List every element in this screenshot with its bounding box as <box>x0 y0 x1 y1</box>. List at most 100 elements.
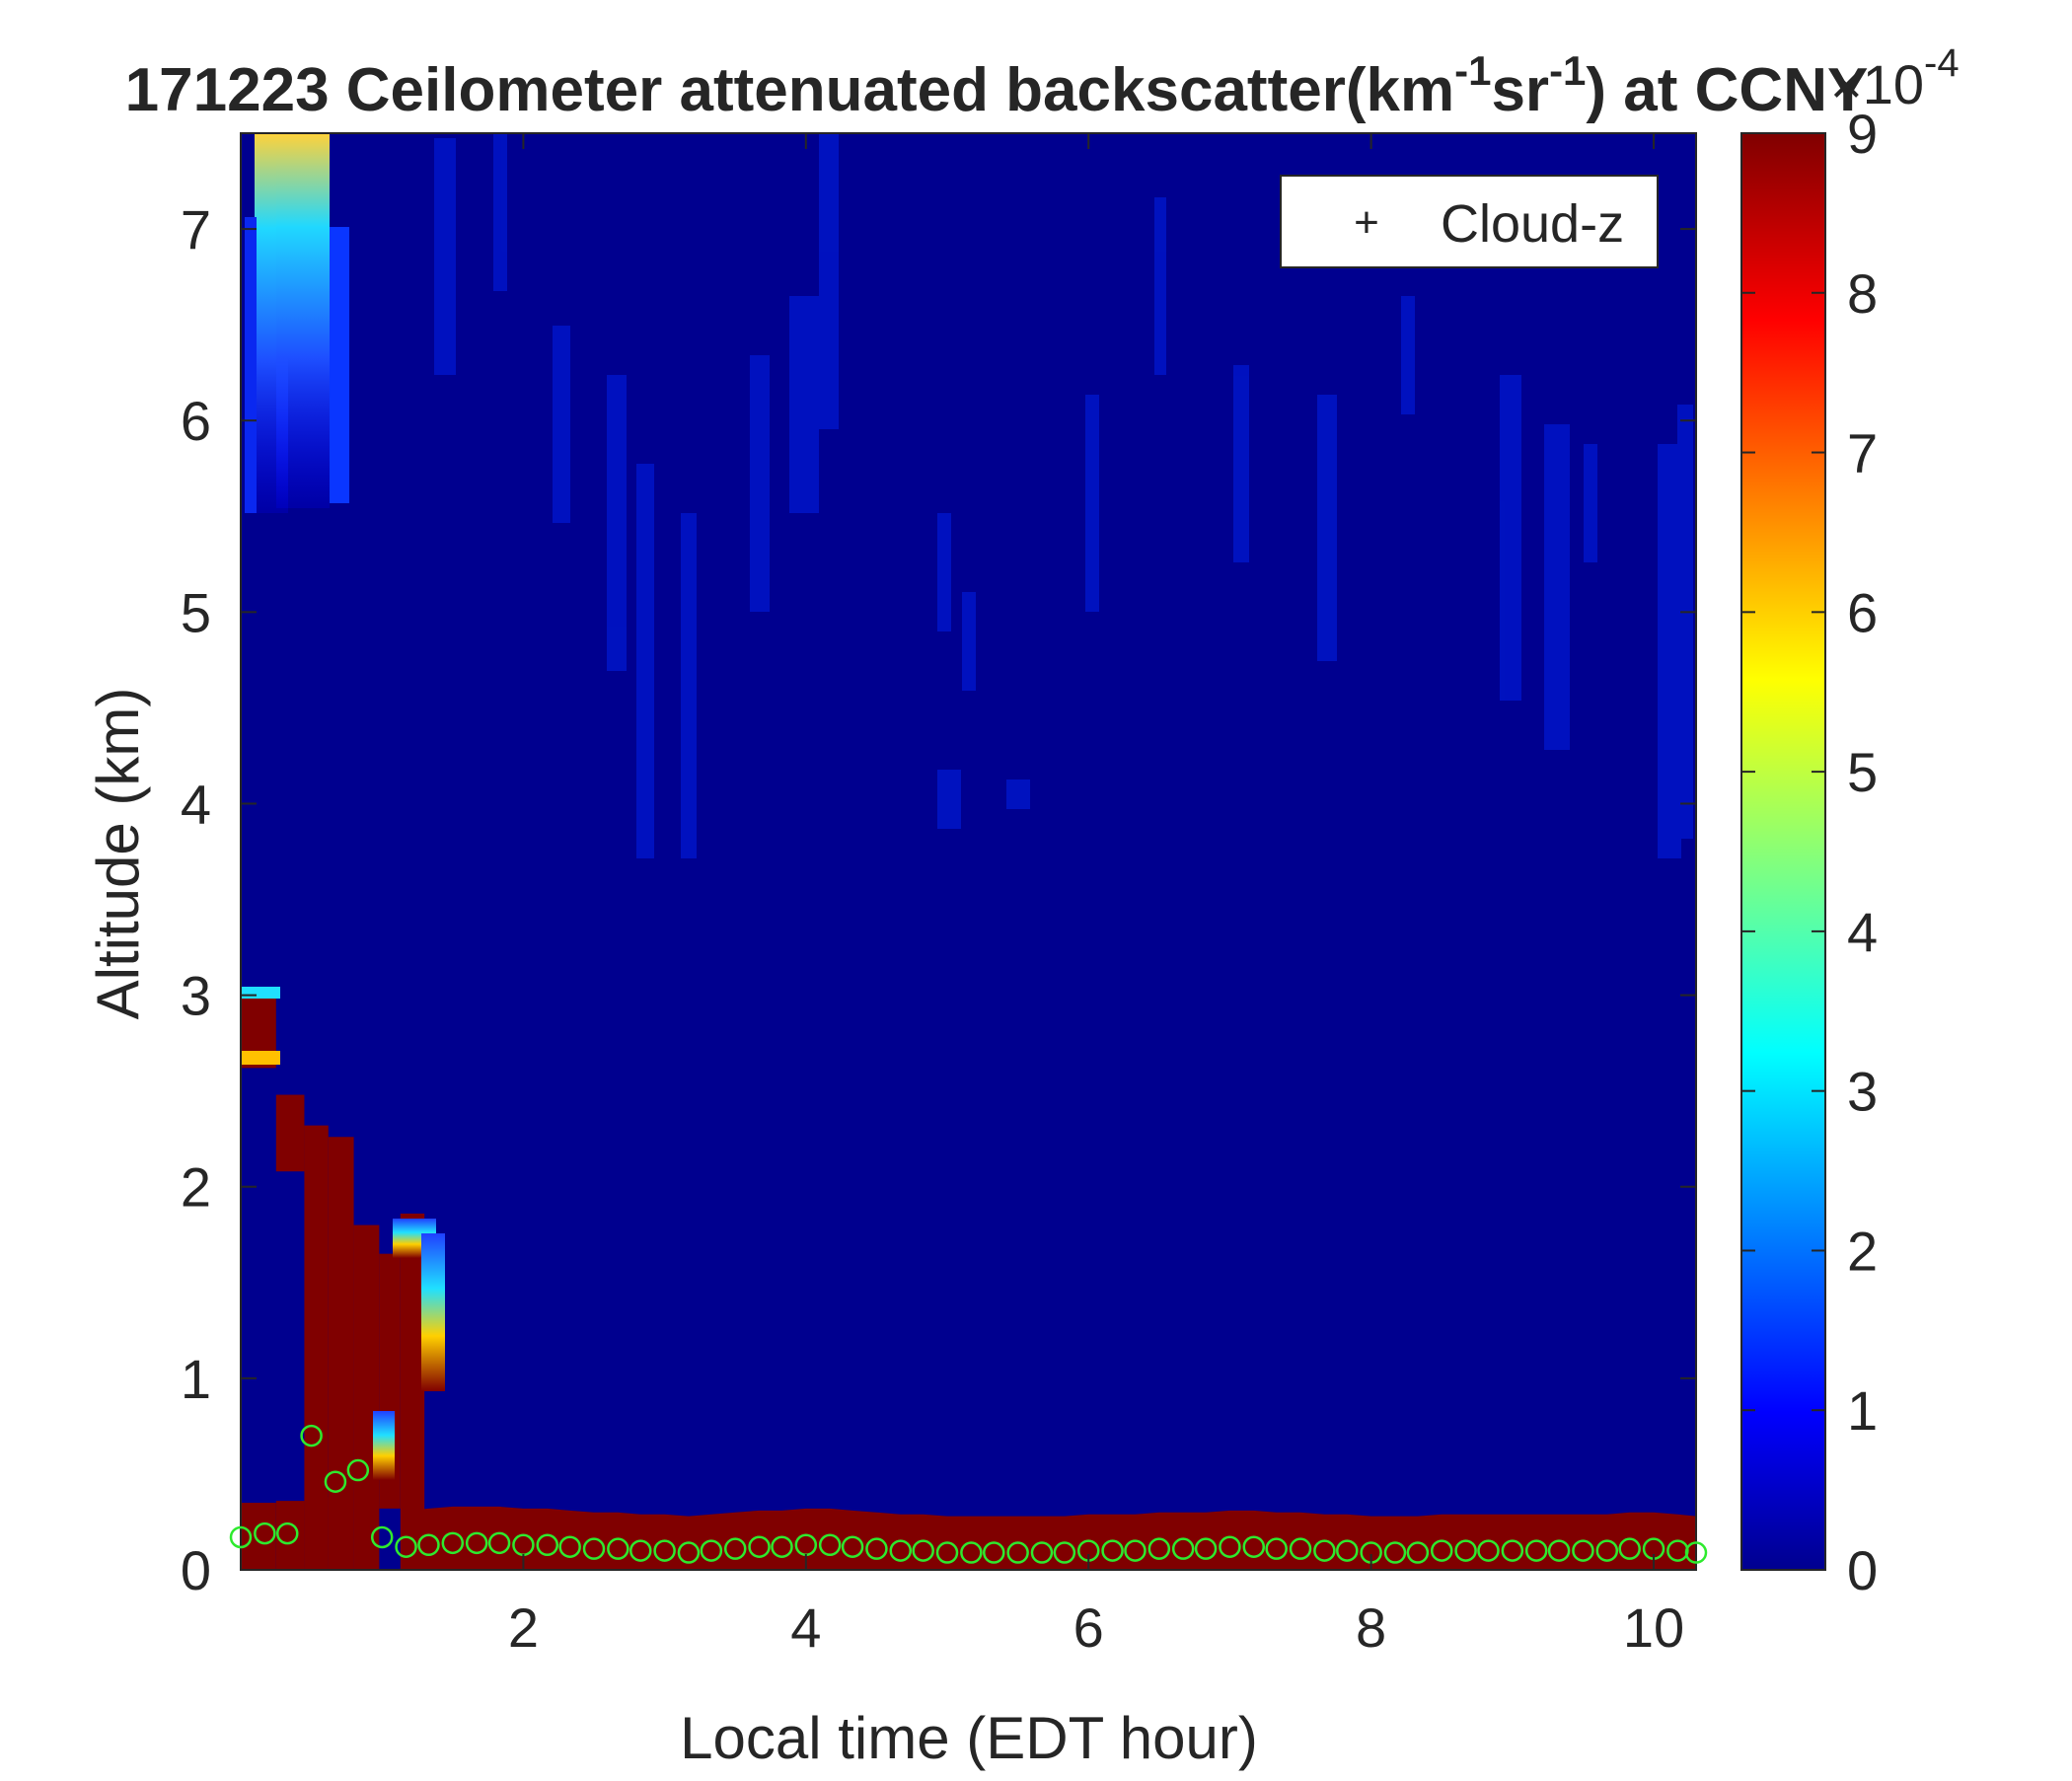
title-sup-1: -1 <box>1454 47 1491 94</box>
y-tick-label: 3 <box>181 965 211 1027</box>
cloud-z-point <box>983 1541 1005 1564</box>
cloud-z-point <box>276 1521 299 1545</box>
cloud-z-point <box>1595 1539 1619 1562</box>
cap-4 <box>373 1411 395 1480</box>
y-tick-label: 5 <box>181 581 211 643</box>
heatmap-background <box>241 133 1696 1570</box>
y-axis-ticks: 0 1 2 3 4 5 6 7 <box>181 198 1696 1601</box>
cloud-z-point <box>1383 1541 1407 1564</box>
cloud-z-point <box>865 1537 888 1560</box>
cloud-z-point <box>1242 1535 1266 1558</box>
saturated-region <box>275 1094 305 1172</box>
cloud-z-point <box>935 1541 959 1564</box>
cloud-z-markers <box>229 1424 1708 1564</box>
cloud-z-point <box>1147 1537 1171 1560</box>
legend-symbol: + <box>1354 198 1379 247</box>
cloud-z-point <box>1547 1539 1571 1562</box>
cloud-z-point <box>1430 1539 1453 1562</box>
plume-2 <box>276 133 304 508</box>
colorbar-tick-label: 9 <box>1847 103 1878 165</box>
plume-3 <box>304 133 330 508</box>
cloud-z-point <box>1030 1541 1054 1564</box>
cloud-z-point <box>748 1535 771 1558</box>
cap-3 <box>421 1233 445 1391</box>
saturated-region <box>241 1503 276 1570</box>
cloud-z-point <box>1684 1541 1708 1564</box>
cloud-z-point <box>1524 1539 1548 1562</box>
plume-4 <box>330 227 349 503</box>
cloud-z-point <box>677 1541 701 1564</box>
colorbar-tick-label: 2 <box>1847 1220 1878 1282</box>
saturated-region <box>304 1125 329 1570</box>
cap-5 <box>241 987 280 999</box>
x-tick-label: 8 <box>1356 1596 1386 1659</box>
cloud-z-point <box>465 1531 488 1555</box>
colorbar-tick-label: 1 <box>1847 1379 1878 1442</box>
cloud-z-point <box>841 1535 864 1558</box>
cloud-z-point <box>1289 1537 1312 1560</box>
y-tick-label: 0 <box>181 1539 211 1601</box>
cloud-z-point <box>536 1533 559 1557</box>
cloud-z-point <box>1219 1535 1241 1558</box>
saturated-region <box>328 1137 354 1570</box>
x-tick-label: 2 <box>508 1596 539 1659</box>
cloud-z-point <box>558 1535 581 1558</box>
x-tick-label: 10 <box>1623 1596 1684 1659</box>
colorbar-tick-label: 6 <box>1847 581 1878 643</box>
cloud-z-point <box>324 1470 347 1493</box>
cloud-z-point <box>1171 1537 1195 1560</box>
cloud-z-point <box>1006 1541 1029 1564</box>
cloud-z-point <box>1101 1539 1124 1562</box>
title-main: 171223 Ceilometer attenuated backscatter… <box>125 56 1454 124</box>
x-tick-label: 4 <box>790 1596 821 1659</box>
cap-1 <box>393 1219 414 1258</box>
cloud-z-point <box>417 1533 440 1557</box>
colorbar-ticks: 0 1 2 3 4 5 6 7 8 9 <box>1741 103 1878 1601</box>
saturated-regions <box>241 991 1696 1570</box>
saturated-region <box>275 1501 305 1570</box>
x-tick-label: 6 <box>1073 1596 1104 1659</box>
cloud-z-point <box>346 1458 370 1482</box>
cloud-z-point <box>1124 1539 1147 1562</box>
cloud-z-point <box>1406 1541 1430 1564</box>
cloud-z-point <box>1454 1539 1477 1562</box>
faint-streaks <box>434 133 1693 858</box>
colorbar-tick-label: 3 <box>1847 1061 1878 1123</box>
colorbar-tick-label: 7 <box>1847 422 1878 484</box>
cloud-z-point <box>1265 1537 1288 1560</box>
cloud-z-point <box>300 1424 323 1447</box>
cloud-z-point <box>960 1541 983 1564</box>
plume-5 <box>245 217 257 513</box>
y-tick-label: 4 <box>181 773 211 835</box>
colorbar-tick-label: 5 <box>1847 741 1878 803</box>
cloud-z-point <box>912 1539 934 1562</box>
plot-frame <box>240 132 1697 1571</box>
cloud-z-point <box>1618 1537 1641 1560</box>
cloud-z-point <box>653 1539 676 1562</box>
cloud-z-point <box>487 1531 511 1555</box>
cloud-z-point <box>629 1539 652 1562</box>
cloud-z-point <box>254 1521 276 1545</box>
chart-title: 171223 Ceilometer attenuated backscatter… <box>125 47 1869 124</box>
colorbar-exponent-power: -4 <box>1924 41 1960 85</box>
colorbar <box>1740 132 1826 1571</box>
x-axis-ticks: 2 4 6 8 10 <box>508 133 1684 1659</box>
boundary-layer <box>400 1506 1696 1570</box>
legend-box <box>1280 175 1659 268</box>
cloud-z-point <box>723 1537 747 1560</box>
legend-label: Cloud-z <box>1441 194 1624 254</box>
cloud-z-point <box>1194 1537 1218 1560</box>
cap-6 <box>241 1051 280 1065</box>
y-tick-label: 7 <box>181 198 211 260</box>
y-tick-label: 1 <box>181 1348 211 1410</box>
cloud-z-point <box>607 1537 629 1560</box>
y-axis-label: Altitude (km) <box>85 688 151 1020</box>
cloud-z-point <box>818 1533 842 1557</box>
cloud-z-point <box>1501 1539 1524 1562</box>
cloud-z-point <box>441 1531 465 1555</box>
cloud-z-point <box>1336 1539 1359 1562</box>
legend: + Cloud-z <box>1280 175 1659 268</box>
cloud-z-point <box>1477 1539 1500 1562</box>
